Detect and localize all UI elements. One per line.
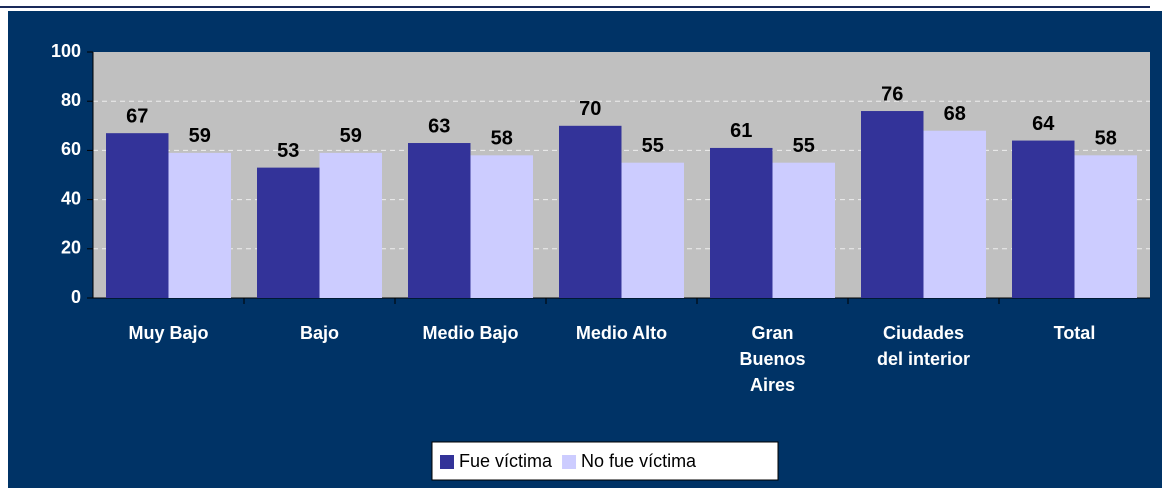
value-label: 67 (126, 105, 148, 127)
value-label: 70 (579, 98, 601, 120)
value-label: 55 (642, 135, 664, 157)
legend-swatch (440, 455, 454, 469)
y-tick-label: 100 (51, 41, 81, 61)
y-tick-label: 40 (61, 188, 81, 208)
bar (319, 152, 382, 298)
bar (559, 125, 622, 298)
bar (710, 147, 773, 298)
bar (1012, 140, 1075, 298)
y-tick-label: 60 (61, 139, 81, 159)
y-tick-label: 20 (61, 238, 81, 258)
value-label: 76 (881, 83, 903, 105)
bar (621, 162, 684, 298)
bar (257, 167, 320, 298)
value-label: 58 (1095, 128, 1117, 150)
value-label: 59 (340, 125, 362, 147)
bar (1074, 155, 1137, 298)
x-tick-label: Muy Bajo (128, 323, 208, 343)
bar (168, 152, 231, 298)
bar (106, 133, 169, 298)
x-tick-label: Medio Bajo (422, 323, 518, 343)
x-tick-label: Ciudades del interior (877, 323, 970, 369)
x-tick-label: Bajo (300, 323, 339, 343)
bar (772, 162, 835, 298)
x-tick-label: Gran Buenos Aires (739, 323, 805, 395)
legend (431, 441, 779, 481)
value-label: 64 (1032, 113, 1055, 135)
value-label: 63 (428, 115, 450, 137)
x-tick-label: Medio Alto (576, 323, 667, 343)
value-label: 59 (189, 125, 211, 147)
value-label: 58 (491, 128, 513, 150)
bar (861, 111, 924, 298)
x-tick-label: Total (1054, 323, 1096, 343)
value-label: 61 (730, 120, 752, 142)
legend-label: No fue víctima (581, 451, 697, 471)
legend-swatch (562, 455, 577, 469)
value-label: 55 (793, 135, 815, 157)
y-tick-label: 0 (71, 287, 81, 307)
y-tick-label: 80 (61, 90, 81, 110)
value-label: 53 (277, 140, 299, 162)
bar (470, 155, 533, 298)
bar (923, 130, 986, 298)
value-label: 68 (944, 103, 966, 125)
legend-label: Fue víctima (459, 451, 553, 471)
bar (408, 143, 471, 298)
